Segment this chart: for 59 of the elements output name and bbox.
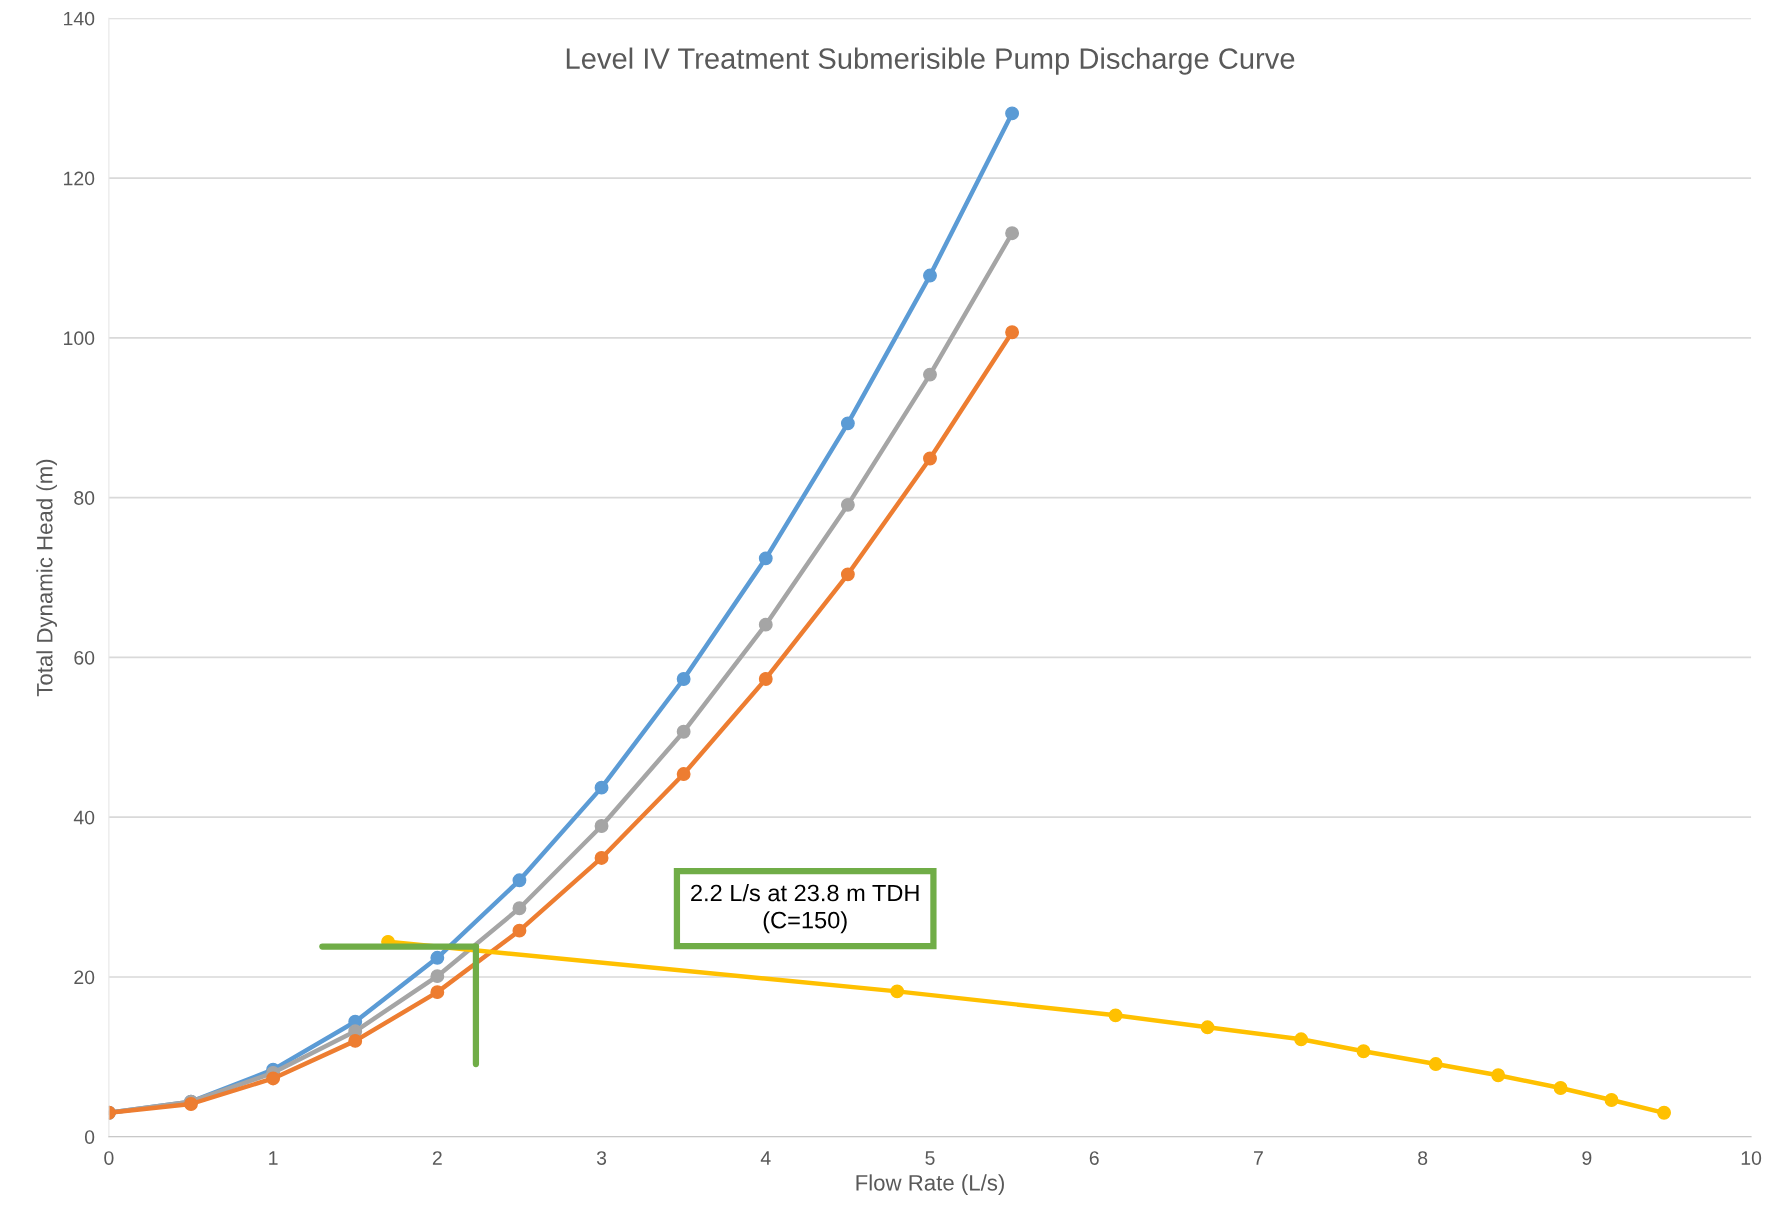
point bbox=[840, 497, 855, 512]
point bbox=[840, 567, 855, 582]
point bbox=[676, 672, 691, 686]
y-tick-label: 60 bbox=[74, 650, 95, 665]
point bbox=[1005, 325, 1020, 340]
x-tick-label: 3 bbox=[596, 1151, 607, 1165]
point bbox=[512, 873, 527, 888]
point bbox=[594, 780, 609, 795]
text: Level IV Treatment Submerisible Pump Discharge Curve bbox=[566, 47, 1295, 75]
point bbox=[1294, 1032, 1309, 1047]
y-tick-label: 0 bbox=[84, 1130, 95, 1144]
y-tick-label: 40 bbox=[73, 810, 95, 825]
point bbox=[676, 724, 691, 739]
y-tick-label: 80 bbox=[74, 491, 95, 505]
point bbox=[512, 923, 527, 938]
point bbox=[890, 984, 905, 999]
point bbox=[512, 901, 527, 916]
point bbox=[676, 767, 691, 782]
point bbox=[840, 416, 855, 431]
point bbox=[266, 1071, 281, 1086]
point bbox=[758, 672, 773, 686]
x-tick-label: 2 bbox=[432, 1151, 442, 1165]
point bbox=[758, 617, 773, 632]
x-tick-label: 7 bbox=[1254, 1151, 1263, 1165]
x-axis-title: Flow Rate (L/s) bbox=[856, 1174, 1004, 1196]
point bbox=[923, 451, 937, 466]
y-tick-label: 100 bbox=[64, 331, 95, 346]
x-tick-label: 9 bbox=[1582, 1151, 1592, 1165]
x-tick-label: 8 bbox=[1418, 1151, 1428, 1165]
point bbox=[1428, 1057, 1443, 1071]
point bbox=[430, 950, 445, 965]
x-tick-label: 1 bbox=[269, 1151, 278, 1165]
point bbox=[430, 969, 445, 984]
x-tick-label: 6 bbox=[1089, 1151, 1099, 1165]
point bbox=[1553, 1081, 1568, 1095]
point bbox=[1657, 1105, 1671, 1120]
y-axis-title: Total Dynamic Head (m) bbox=[36, 459, 57, 697]
point bbox=[758, 551, 773, 566]
point bbox=[594, 850, 609, 865]
point bbox=[1005, 106, 1020, 121]
point bbox=[1200, 1020, 1215, 1035]
x-tick-label: 5 bbox=[925, 1151, 935, 1165]
x-tick-label: 0 bbox=[104, 1151, 114, 1165]
point bbox=[1604, 1093, 1619, 1107]
point bbox=[1491, 1068, 1506, 1083]
y-tick-label: 20 bbox=[74, 970, 95, 985]
y-tick-label: 120 bbox=[64, 171, 95, 186]
point bbox=[430, 985, 445, 1000]
point bbox=[1108, 1008, 1123, 1023]
y-tick-label: 140 bbox=[64, 11, 95, 26]
point bbox=[348, 1033, 363, 1048]
point bbox=[1005, 226, 1020, 241]
point bbox=[923, 268, 937, 283]
point bbox=[923, 367, 937, 382]
point bbox=[1356, 1044, 1371, 1059]
x-tick-label: 10 bbox=[1741, 1151, 1762, 1165]
x-tick-label: 4 bbox=[760, 1151, 771, 1165]
point bbox=[594, 819, 609, 833]
annotation: 2.2 L/s at 23.8 m TDH (C=150) bbox=[691, 884, 919, 934]
